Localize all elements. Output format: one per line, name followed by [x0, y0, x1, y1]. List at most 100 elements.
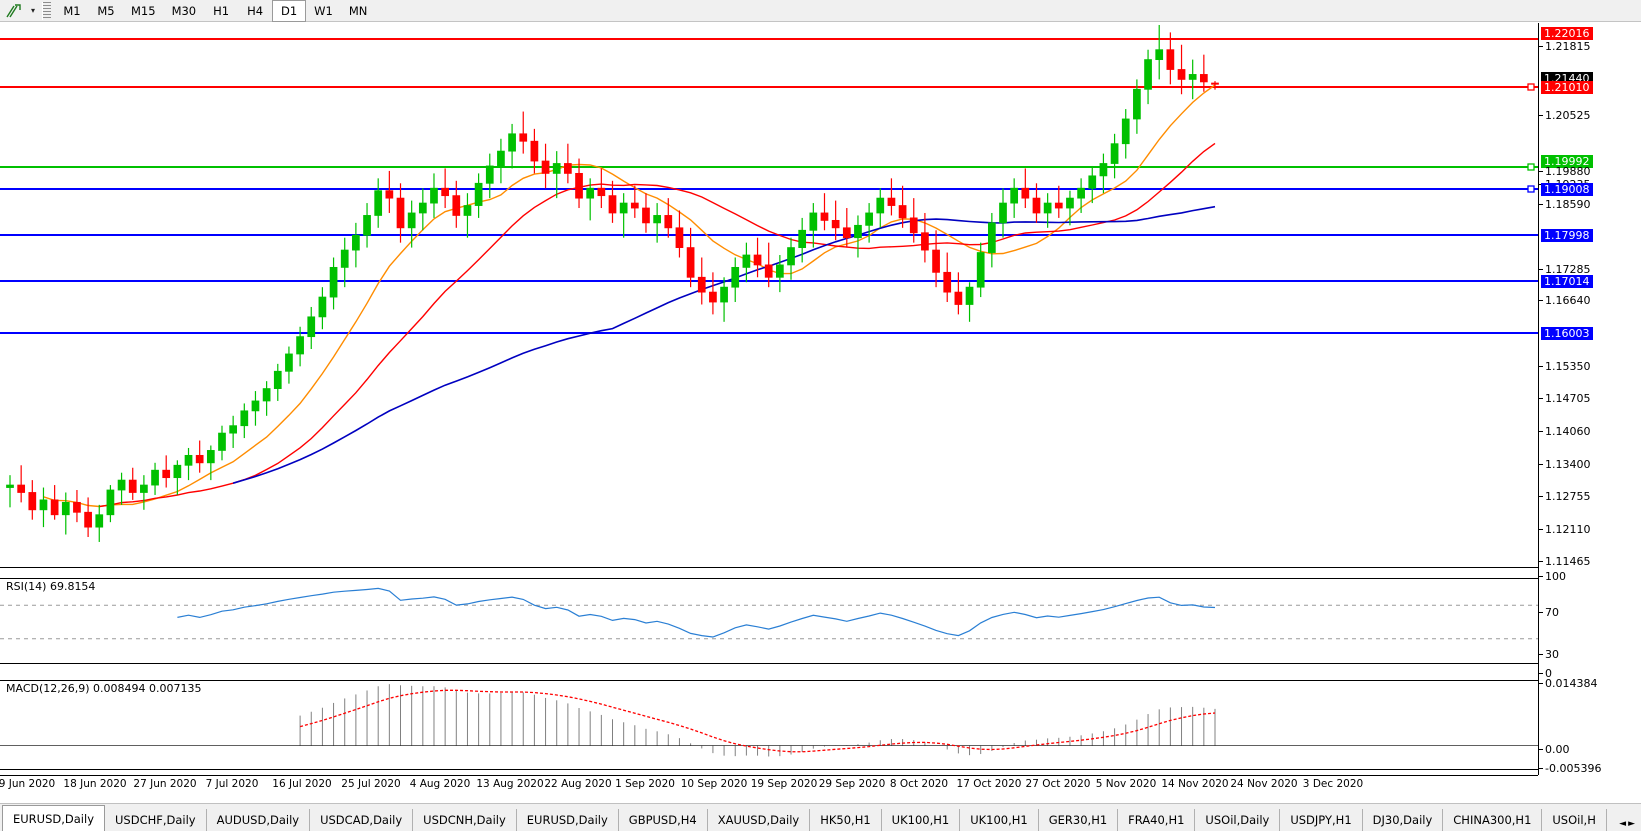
tick-mark	[1539, 366, 1543, 367]
tick-label: 1.17285	[1545, 263, 1591, 276]
price-badge-red: 1.22016	[1539, 27, 1641, 40]
chart-tab-usdcad-daily[interactable]: USDCAD,Daily	[310, 809, 414, 831]
tick-label: 0.014384	[1545, 677, 1598, 690]
tick-label: 70	[1545, 606, 1559, 619]
chart-tab-gbpusd-h4[interactable]: GBPUSD,H4	[618, 809, 708, 831]
tick-label: 1.16640	[1545, 294, 1591, 307]
toolbar-grip[interactable]	[42, 1, 51, 20]
price-tick: 1.12755	[1539, 490, 1641, 503]
timeframe-w1[interactable]: W1	[314, 3, 333, 18]
chart-tab-eurusd-daily[interactable]: EURUSD,Daily	[516, 809, 619, 831]
chart-tab-hk50-h1[interactable]: HK50,H1	[810, 809, 882, 831]
level-drag-handle[interactable]	[1527, 83, 1535, 91]
date-tick-label: 24 Nov 2020	[1230, 778, 1298, 790]
chart-tab-usoil-h[interactable]: USOil,H	[1542, 809, 1607, 831]
timeframe-h1[interactable]: H1	[213, 3, 230, 18]
timeframe-mn[interactable]: MN	[348, 3, 368, 18]
chart-tab-bar[interactable]: EURUSD,Daily USDCHF,Daily AUDUSD,Daily USDC…	[0, 803, 1641, 831]
date-tick-label: 4 Aug 2020	[409, 778, 471, 790]
chart-tab-dj30-daily[interactable]: DJ30,Daily	[1362, 809, 1444, 831]
chart-tab-fra40-h1[interactable]: FRA40,H1	[1118, 809, 1196, 831]
timeframe-m1[interactable]: M1	[63, 3, 81, 18]
date-tick-label: 19 Sep 2020	[750, 778, 818, 790]
macd-tick: 0.014384	[1539, 677, 1641, 690]
macd-chart-canvas	[0, 684, 1538, 757]
price-badge-red: 1.21010	[1539, 81, 1641, 94]
chart-tab-audusd-daily[interactable]: AUDUSD,Daily	[206, 809, 311, 831]
scroll-left-icon[interactable]: ◄	[1619, 819, 1627, 829]
date-tick-label: 14 Nov 2020	[1161, 778, 1229, 790]
rsi-tick: 70	[1539, 606, 1641, 619]
price-tick: 1.12110	[1539, 523, 1641, 536]
date-tick-label: 10 Sep 2020	[680, 778, 748, 790]
tick-mark	[1539, 496, 1543, 497]
chart-tab-ger30-h1[interactable]: GER30,H1	[1038, 809, 1119, 831]
date-tick-label: 7 Jul 2020	[205, 778, 259, 790]
price-tick: 1.13400	[1539, 458, 1641, 471]
chart-tab-xauusd-daily[interactable]: XAUUSD,Daily	[707, 809, 811, 831]
price-tick: 1.14705	[1539, 392, 1641, 405]
chart-tab-usdcnh-daily[interactable]: USDCNH,Daily	[413, 809, 517, 831]
price-tick: 1.11465	[1539, 555, 1641, 568]
scroll-right-icon[interactable]: ►	[1628, 819, 1635, 829]
date-tick-label: 5 Nov 2020	[1095, 778, 1157, 790]
tab-scroll-controls[interactable]: ◄ ►	[1613, 819, 1641, 831]
date-tick-label: 8 Oct 2020	[889, 778, 949, 790]
timeframe-m30[interactable]: M30	[171, 3, 197, 18]
timeframe-m15[interactable]: M15	[131, 3, 156, 18]
rsi-pane[interactable]: RSI(14) 69.8154	[0, 578, 1538, 664]
tick-mark	[1539, 561, 1543, 562]
crosshair-draw-icon[interactable]	[0, 1, 26, 21]
price-badge-blue: 1.16003	[1539, 327, 1641, 340]
tick-mark	[1539, 464, 1543, 465]
timeframe-group: M1 M5 M15 M30 H1 H4 D1 W1 MN	[55, 0, 375, 22]
chart-tab-eurusd-daily[interactable]: EURUSD,Daily	[2, 805, 105, 831]
date-tick-label: 3 Dec 2020	[1302, 778, 1364, 790]
chart-tab-uk100-h1[interactable]: UK100,H1	[881, 809, 961, 831]
tick-label: 1.20525	[1545, 109, 1591, 122]
rsi-line	[177, 587, 1216, 638]
chart-toolbar: ▾ M1 M5 M15 M30 H1 H4 D1 W1 MN	[0, 0, 1641, 22]
chart-tab-usdchf-daily[interactable]: USDCHF,Daily	[105, 809, 207, 831]
tick-label: 0.00	[1545, 743, 1570, 756]
tick-mark	[1539, 46, 1543, 47]
price-scale[interactable]: 1.22016 1.21815 1.21440 1.21010 1.20525 1.199…	[1539, 23, 1641, 775]
timeframe-m5[interactable]: M5	[97, 3, 115, 18]
price-tick: 1.16640	[1539, 294, 1641, 307]
macd-indicator-label: MACD(12,26,9) 0.008494 0.007135	[4, 682, 204, 695]
chart-tab-china300-h1[interactable]: CHINA300,H1	[1443, 809, 1543, 831]
date-tick-label: 17 Oct 2020	[956, 778, 1022, 790]
date-tick-label: 27 Oct 2020	[1025, 778, 1091, 790]
chart-tab-usoil-daily[interactable]: USOil,Daily	[1195, 809, 1281, 831]
date-tick-label: 13 Aug 2020	[476, 778, 544, 790]
tick-mark	[1539, 171, 1543, 172]
date-tick-label: 29 Sep 2020	[818, 778, 886, 790]
tick-label: 0	[1545, 667, 1552, 680]
tick-label: 1.19008	[1541, 183, 1593, 196]
level-drag-handle[interactable]	[1527, 163, 1535, 171]
ma-mid-line	[99, 142, 1216, 508]
price-chart-canvas	[0, 24, 1538, 542]
chart-tab-usdjpy-h1[interactable]: USDJPY,H1	[1280, 809, 1363, 831]
tick-label: 1.18590	[1545, 198, 1591, 211]
tick-label: 1.11465	[1545, 555, 1591, 568]
tick-mark	[1539, 300, 1543, 301]
price-tick: 1.14060	[1539, 425, 1641, 438]
tick-label: 1.14060	[1545, 425, 1591, 438]
tick-label: 1.14705	[1545, 392, 1591, 405]
tick-mark	[1539, 269, 1543, 270]
price-pane[interactable]	[0, 23, 1538, 568]
tick-label: 1.21010	[1541, 81, 1593, 94]
chevron-down-icon[interactable]: ▾	[30, 6, 35, 15]
macd-pane[interactable]: MACD(12,26,9) 0.008494 0.007135	[0, 680, 1538, 770]
date-tick-label: 16 Jul 2020	[272, 778, 332, 790]
timeframe-h4[interactable]: H4	[247, 3, 264, 18]
date-tick-label: 27 Jun 2020	[133, 778, 197, 790]
chart-tab-uk100-h1[interactable]: UK100,H1	[960, 809, 1039, 831]
tick-mark	[1539, 768, 1543, 769]
level-drag-handle[interactable]	[1527, 185, 1535, 193]
tick-mark	[1539, 654, 1543, 655]
price-tick: 1.19880	[1539, 165, 1641, 178]
timeframe-d1[interactable]: D1	[272, 0, 307, 22]
